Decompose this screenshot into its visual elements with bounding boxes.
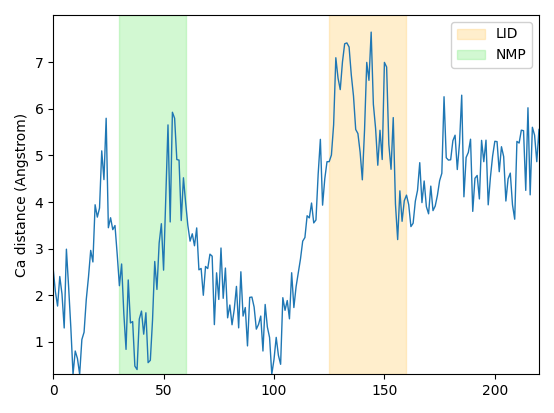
- Bar: [120, 15, 186, 374]
- Bar: [329, 15, 407, 374]
- Legend: LID, NMP: LID, NMP: [452, 22, 532, 68]
- Y-axis label: Ca distance (Angstrom): Ca distance (Angstrom): [15, 113, 29, 277]
